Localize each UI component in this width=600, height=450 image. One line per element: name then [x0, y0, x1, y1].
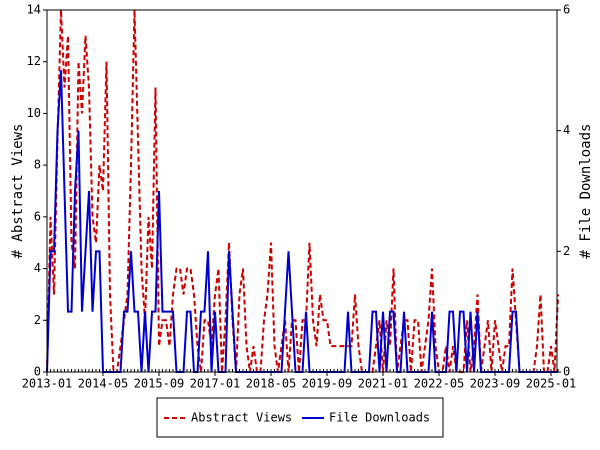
y-axis-label: # Abstract Views: [10, 124, 26, 259]
y2-tick-label: 2: [563, 244, 570, 258]
y-tick-label: 0: [34, 365, 41, 379]
y-tick-label: 2: [34, 313, 41, 327]
x-tick-label: 2023-09: [470, 377, 521, 391]
x-tick-label: 2015-09: [134, 377, 185, 391]
legend-label: Abstract Views: [191, 411, 292, 425]
y-tick-label: 6: [34, 209, 41, 223]
plot-frame: [46, 9, 558, 373]
x-tick-label: 2019-09: [302, 377, 353, 391]
y2-tick-label: 4: [563, 123, 570, 137]
y-tick-label: 4: [34, 261, 41, 275]
x-tick-label: 2018-05: [246, 377, 297, 391]
x-tick-label: 2025-01: [526, 377, 577, 391]
legend-label: File Downloads: [329, 411, 430, 425]
y2-tick-label: 0: [563, 365, 570, 379]
legend-box: [156, 397, 444, 438]
series-line: [46, 9, 559, 373]
x-tick-label: 2017-01: [190, 377, 241, 391]
y2-tick-label: 6: [563, 3, 570, 17]
y2-axis-label: # File Downloads: [578, 124, 594, 259]
y-tick-label: 10: [27, 106, 41, 120]
x-tick-label: 2013-01: [22, 377, 73, 391]
x-tick-label: 2022-05: [414, 377, 465, 391]
x-tick-label: 2014-05: [78, 377, 129, 391]
y-tick-label: 14: [27, 3, 41, 17]
y-tick-label: 8: [34, 158, 41, 172]
x-tick-label: 2021-01: [358, 377, 409, 391]
y-tick-label: 12: [27, 54, 41, 68]
